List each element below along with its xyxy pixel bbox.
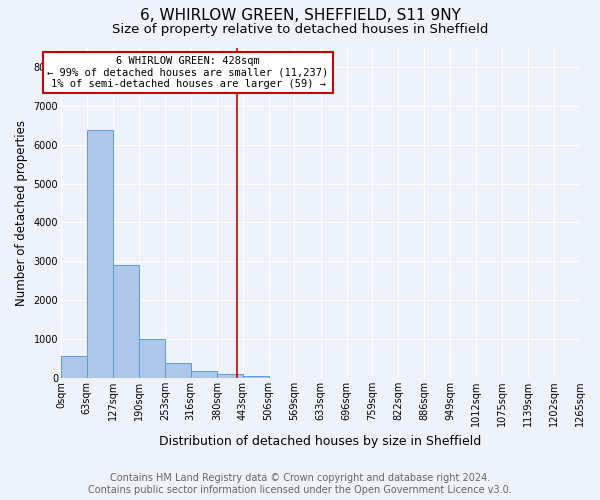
Text: Contains HM Land Registry data © Crown copyright and database right 2024.
Contai: Contains HM Land Registry data © Crown c… xyxy=(88,474,512,495)
Text: 6 WHIRLOW GREEN: 428sqm
← 99% of detached houses are smaller (11,237)
1% of semi: 6 WHIRLOW GREEN: 428sqm ← 99% of detache… xyxy=(47,56,329,89)
Text: Size of property relative to detached houses in Sheffield: Size of property relative to detached ho… xyxy=(112,22,488,36)
Text: 6, WHIRLOW GREEN, SHEFFIELD, S11 9NY: 6, WHIRLOW GREEN, SHEFFIELD, S11 9NY xyxy=(140,8,460,22)
Bar xyxy=(165,363,191,378)
Bar xyxy=(139,339,165,378)
Bar xyxy=(243,376,269,378)
X-axis label: Distribution of detached houses by size in Sheffield: Distribution of detached houses by size … xyxy=(160,434,482,448)
Bar xyxy=(113,265,139,378)
Bar xyxy=(87,130,113,378)
Bar xyxy=(61,356,87,378)
Y-axis label: Number of detached properties: Number of detached properties xyxy=(15,120,28,306)
Bar xyxy=(217,374,243,378)
Bar xyxy=(191,372,217,378)
